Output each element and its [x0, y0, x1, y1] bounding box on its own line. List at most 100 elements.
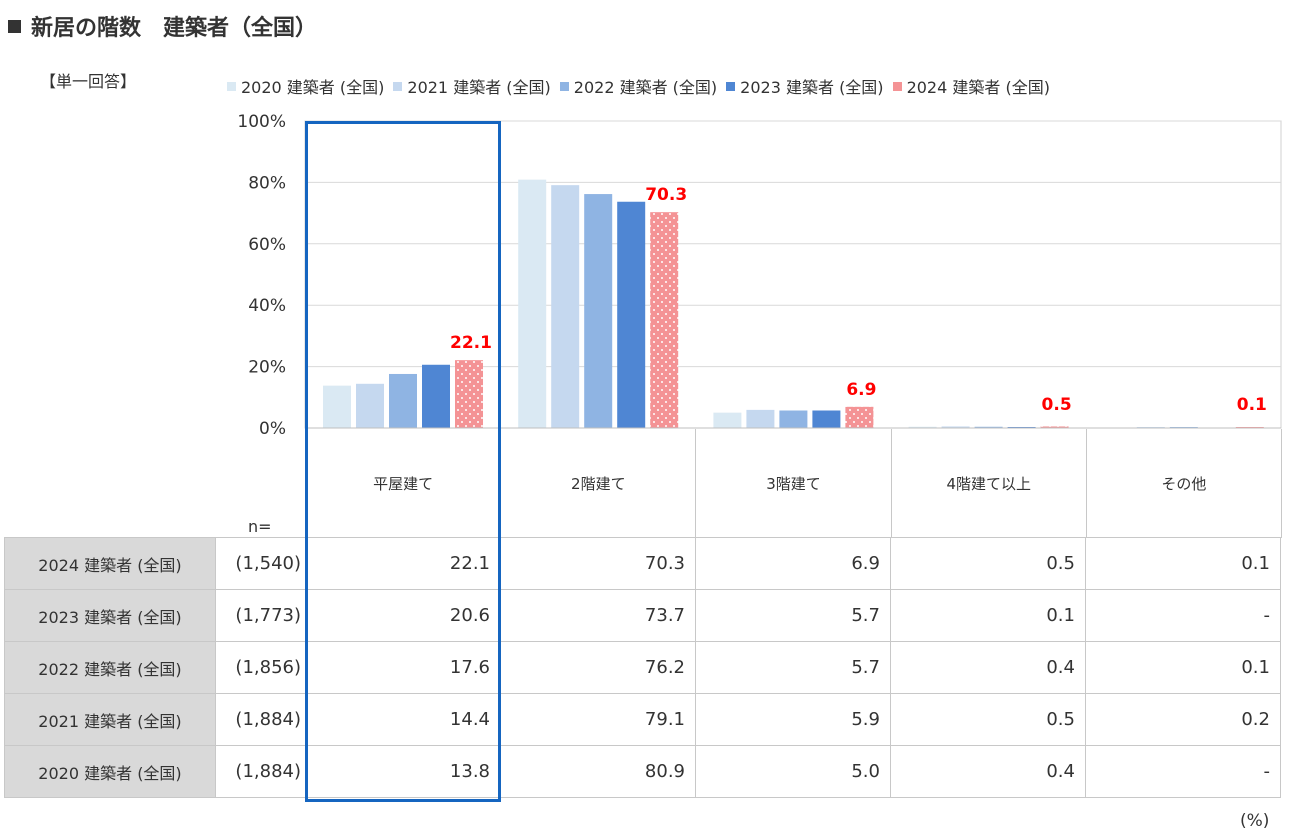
category-label: その他: [1085, 429, 1283, 538]
legend-item: 2021 建築者 (全国): [393, 74, 551, 98]
bar: [1040, 426, 1069, 428]
sample-size-cell: (1,540): [215, 537, 306, 590]
unit-label: (%): [1240, 811, 1270, 831]
row-label: 2021 建築者 (全国): [4, 693, 216, 746]
data-label: 70.3: [645, 185, 687, 205]
table-row: 2024 建築者 (全国) (1,540) 22.1 70.3 6.9 0.5 0.1: [4, 537, 1281, 590]
legend-item: 2020 建築者 (全国): [227, 74, 384, 98]
bar: [518, 179, 547, 428]
category-header-row: 平屋建て 2階建て 3階建て 4階建て以上 その他: [305, 429, 1283, 538]
data-table: 2024 建築者 (全国) (1,540) 22.1 70.3 6.9 0.5 0.1 202…: [4, 537, 1281, 798]
bar: [746, 409, 775, 428]
value-cell: 0.1: [890, 589, 1086, 642]
legend-swatch: [892, 81, 902, 91]
bar: [812, 410, 841, 428]
value-cell: 76.2: [500, 641, 696, 694]
legend-swatch: [559, 81, 569, 91]
sample-size-cell: (1,773): [215, 589, 306, 642]
data-label: 0.1: [1237, 395, 1267, 415]
sample-size-cell: (1,856): [215, 641, 306, 694]
row-label: 2022 建築者 (全国): [4, 641, 216, 694]
square-bullet-icon: [8, 20, 21, 33]
legend-label: 2021 建築者 (全国): [407, 78, 551, 97]
data-label: 6.9: [846, 380, 876, 400]
table-row: 2020 建築者 (全国) (1,884) 13.8 80.9 5.0 0.4-: [4, 745, 1281, 798]
legend-item: 2022 建築者 (全国): [559, 74, 718, 98]
y-tick-label: 100%: [237, 112, 286, 132]
bar: [584, 194, 613, 428]
answer-type-label: 【単一回答】: [40, 72, 137, 91]
legend-label: 2020 建築者 (全国): [241, 78, 385, 97]
row-label: 2023 建築者 (全国): [4, 589, 216, 642]
legend-label: 2023 建築者 (全国): [740, 78, 884, 97]
y-tick-label: 20%: [248, 358, 286, 378]
table-row: 2023 建築者 (全国) (1,773) 20.6 73.7 5.7 0.1-: [4, 589, 1281, 642]
data-label: 0.5: [1042, 395, 1072, 415]
value-cell: -: [1085, 589, 1281, 642]
value-cell: 0.4: [890, 641, 1086, 694]
value-cell: 70.3: [500, 537, 696, 590]
value-cell: 0.4: [890, 745, 1086, 798]
bar: [617, 201, 646, 428]
legend-swatch: [227, 81, 236, 91]
value-cell: 0.2: [1085, 693, 1281, 746]
bar: [323, 385, 351, 428]
category-label: 3階建て: [695, 429, 891, 538]
table-row: 2022 建築者 (全国) (1,856) 17.6 76.2 5.7 0.4 0.1: [4, 641, 1281, 694]
value-cell: 73.7: [500, 589, 696, 642]
legend-swatch: [726, 81, 736, 91]
value-cell: 79.1: [500, 693, 696, 746]
value-cell: 0.1: [1085, 641, 1281, 694]
category-label: 平屋建て: [305, 429, 501, 538]
plot-frame: [304, 120, 1282, 429]
page-title: 新居の階数 建築者（全国）: [8, 10, 317, 42]
value-cell: 22.1: [305, 537, 501, 590]
table-row: 2021 建築者 (全国) (1,884) 14.4 79.1 5.9 0.5 0.2: [4, 693, 1281, 746]
value-cell: 20.6: [305, 589, 501, 642]
title-text: 新居の階数 建築者（全国）: [31, 16, 318, 41]
bar: [908, 426, 937, 428]
value-cell: 5.7: [695, 641, 891, 694]
value-cell: 13.8: [305, 745, 501, 798]
bar: [422, 364, 450, 428]
y-tick-label: 40%: [248, 296, 286, 316]
sample-size-cell: (1,884): [215, 745, 306, 798]
row-label: 2020 建築者 (全国): [4, 745, 216, 798]
y-tick-label: 60%: [248, 235, 286, 255]
category-label: 2階建て: [500, 429, 696, 538]
legend-item: 2024 建築者 (全国): [892, 74, 1050, 98]
row-label: 2024 建築者 (全国): [4, 537, 216, 590]
bar: [551, 185, 580, 428]
bar: [650, 212, 679, 428]
value-cell: 5.0: [695, 745, 891, 798]
data-label: 22.1: [450, 333, 492, 353]
value-cell: -: [1085, 745, 1281, 798]
n-label: n=: [248, 517, 272, 536]
value-cell: 0.5: [890, 537, 1086, 590]
category-label: 4階建て以上: [890, 429, 1086, 538]
bar: [713, 412, 742, 428]
chart-legend: 2020 建築者 (全国) 2021 建築者 (全国) 2022 建築者 (全国) 2…: [227, 74, 1050, 98]
bar: [455, 360, 483, 428]
bar: [389, 373, 417, 428]
y-tick-label: 80%: [248, 173, 286, 193]
sample-size-cell: (1,884): [215, 693, 306, 746]
legend-label: 2022 建築者 (全国): [573, 78, 718, 97]
legend-label: 2024 建築者 (全国): [906, 78, 1050, 97]
value-cell: 17.6: [305, 641, 501, 694]
bar: [974, 426, 1003, 428]
value-cell: 6.9: [695, 537, 891, 590]
legend-item: 2023 建築者 (全国): [726, 74, 884, 98]
y-tick-label: 0%: [259, 419, 286, 439]
legend-swatch: [393, 81, 403, 91]
value-cell: 80.9: [500, 745, 696, 798]
value-cell: 14.4: [305, 693, 501, 746]
bar: [356, 383, 384, 428]
bar: [845, 406, 874, 428]
value-cell: 0.1: [1085, 537, 1281, 590]
value-cell: 5.7: [695, 589, 891, 642]
value-cell: 0.5: [890, 693, 1086, 746]
bar: [941, 426, 970, 428]
bar: [779, 410, 808, 428]
